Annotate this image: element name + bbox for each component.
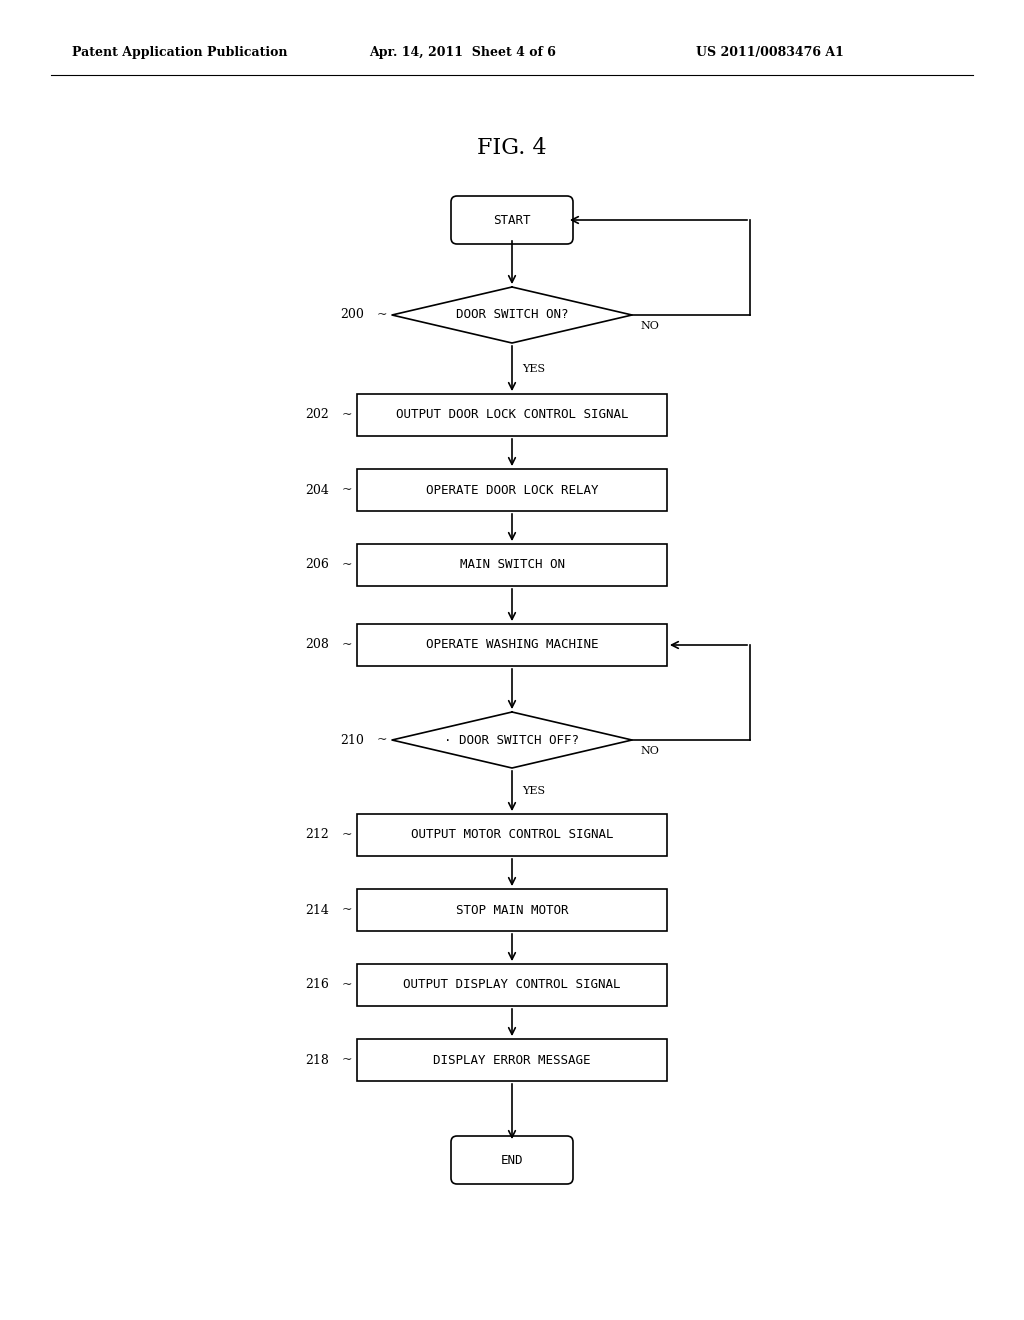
FancyBboxPatch shape [451,195,573,244]
Text: OPERATE DOOR LOCK RELAY: OPERATE DOOR LOCK RELAY [426,483,598,496]
Text: ~: ~ [342,903,352,916]
Bar [357,964,667,1006]
Text: START: START [494,214,530,227]
Text: ~: ~ [342,483,352,496]
Bar [357,1039,667,1081]
Text: US 2011/0083476 A1: US 2011/0083476 A1 [696,46,844,59]
Text: DOOR SWITCH ON?: DOOR SWITCH ON? [456,309,568,322]
Text: END: END [501,1154,523,1167]
Bar [357,544,667,586]
Text: 208: 208 [305,639,329,652]
Bar [357,888,667,931]
Text: 214: 214 [305,903,329,916]
Text: ~: ~ [342,829,352,842]
Bar [357,393,667,436]
Text: OPERATE WASHING MACHINE: OPERATE WASHING MACHINE [426,639,598,652]
Text: YES: YES [522,363,545,374]
Polygon shape [392,711,632,768]
Text: 212: 212 [305,829,329,842]
Text: STOP MAIN MOTOR: STOP MAIN MOTOR [456,903,568,916]
Text: · DOOR SWITCH OFF?: · DOOR SWITCH OFF? [444,734,580,747]
Text: ~: ~ [342,408,352,421]
Text: 200: 200 [340,309,364,322]
Text: OUTPUT MOTOR CONTROL SIGNAL: OUTPUT MOTOR CONTROL SIGNAL [411,829,613,842]
Text: FIG. 4: FIG. 4 [477,137,547,158]
Text: NO: NO [640,746,658,756]
Text: ~: ~ [342,558,352,572]
Text: ~: ~ [377,309,387,322]
Text: MAIN SWITCH ON: MAIN SWITCH ON [460,558,564,572]
Text: YES: YES [522,785,545,796]
Text: 218: 218 [305,1053,329,1067]
Bar [357,814,667,855]
Text: 216: 216 [305,978,329,991]
Text: Apr. 14, 2011  Sheet 4 of 6: Apr. 14, 2011 Sheet 4 of 6 [369,46,555,59]
Text: ~: ~ [342,978,352,991]
Text: ~: ~ [377,734,387,747]
Text: OUTPUT DOOR LOCK CONTROL SIGNAL: OUTPUT DOOR LOCK CONTROL SIGNAL [395,408,629,421]
Bar [357,469,667,511]
Text: 206: 206 [305,558,329,572]
Text: 210: 210 [340,734,364,747]
Text: 202: 202 [305,408,329,421]
Text: OUTPUT DISPLAY CONTROL SIGNAL: OUTPUT DISPLAY CONTROL SIGNAL [403,978,621,991]
FancyBboxPatch shape [451,1137,573,1184]
Text: DISPLAY ERROR MESSAGE: DISPLAY ERROR MESSAGE [433,1053,591,1067]
Text: Patent Application Publication: Patent Application Publication [72,46,287,59]
Polygon shape [392,286,632,343]
Text: ~: ~ [342,639,352,652]
Text: ~: ~ [342,1053,352,1067]
Text: 204: 204 [305,483,329,496]
Bar [357,624,667,667]
Text: NO: NO [640,321,658,331]
